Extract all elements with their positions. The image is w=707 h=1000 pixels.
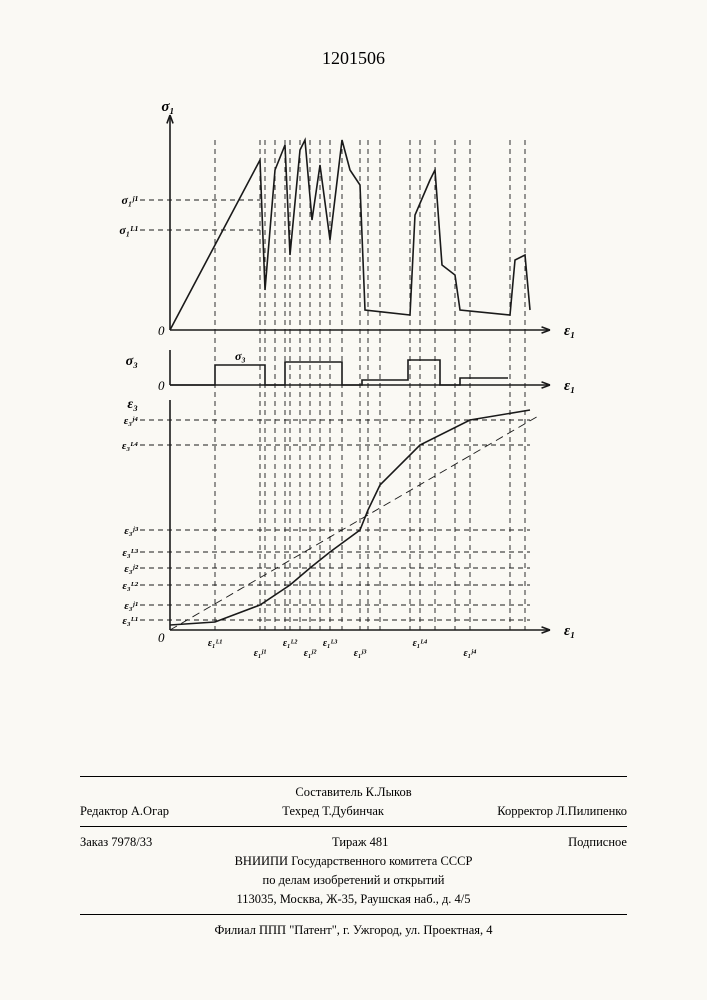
org-line-1: ВНИИПИ Государственного комитета СССР bbox=[0, 852, 707, 871]
divider bbox=[80, 776, 627, 777]
page: 1201506 σ₁ ε₁ 0 σ₁ʲ¹ σ₁ᴸ¹ σ₃ ε₁ 0 σ₃ ε₃ ε₁ 0 ε₃ʲ⁴ ε₃ᴸ… bbox=[0, 0, 707, 1000]
svg-text:σ₁ʲ¹: σ₁ʲ¹ bbox=[122, 193, 139, 207]
svg-text:ε₃ʲ²: ε₃ʲ² bbox=[124, 563, 138, 575]
technical-figure: σ₁ε₁0σ₁ʲ¹σ₁ᴸ¹σ₃ε₁0σ₃ε₃ε₁0ε₃ʲ⁴ε₃ᴸ⁴ε₃ʲ³ε₃ᴸ… bbox=[110, 110, 590, 650]
compiler-line: Составитель К.Лыков bbox=[0, 783, 707, 802]
svg-text:ε₁ʲ³: ε₁ʲ³ bbox=[354, 648, 367, 659]
svg-text:ε₃ᴸ²: ε₃ᴸ² bbox=[122, 580, 138, 592]
order-row: Заказ 7978/33 Тираж 481 Подписное bbox=[0, 833, 707, 852]
address-line: 113035, Москва, Ж-35, Раушская наб., д. … bbox=[0, 890, 707, 909]
footer-block: Составитель К.Лыков Редактор А.Огар Техр… bbox=[0, 770, 707, 940]
document-number: 1201506 bbox=[322, 48, 385, 69]
svg-text:ε₃ᴸ⁴: ε₃ᴸ⁴ bbox=[122, 440, 138, 452]
svg-text:ε₃ʲ⁴: ε₃ʲ⁴ bbox=[124, 415, 138, 427]
svg-text:ε₁ᴸ³: ε₁ᴸ³ bbox=[323, 638, 338, 649]
svg-text:ε₃ʲ³: ε₃ʲ³ bbox=[124, 525, 138, 537]
org-line-2: по делам изобретений и открытий bbox=[0, 871, 707, 890]
corrector: Корректор Л.Пилипенко bbox=[497, 802, 627, 821]
svg-text:ε₃ᴸ¹: ε₃ᴸ¹ bbox=[122, 615, 138, 627]
podpisnoe: Подписное bbox=[568, 833, 627, 852]
svg-text:ε₁: ε₁ bbox=[564, 378, 575, 394]
svg-text:ε₁ᴸ¹: ε₁ᴸ¹ bbox=[208, 638, 222, 649]
svg-text:ε₁ᴸ²: ε₁ᴸ² bbox=[283, 638, 298, 649]
svg-text:σ₁ᴸ¹: σ₁ᴸ¹ bbox=[119, 223, 138, 237]
svg-text:ε₁ʲ¹: ε₁ʲ¹ bbox=[254, 648, 266, 659]
divider bbox=[80, 826, 627, 827]
filial-line: Филиал ППП "Патент", г. Ужгород, ул. Про… bbox=[0, 921, 707, 940]
tirazh: Тираж 481 bbox=[332, 833, 388, 852]
svg-text:ε₁: ε₁ bbox=[564, 323, 575, 339]
svg-text:σ₃: σ₃ bbox=[126, 354, 139, 369]
svg-text:ε₃ʲ¹: ε₃ʲ¹ bbox=[124, 600, 138, 612]
divider bbox=[80, 914, 627, 915]
figure-svg: σ₁ε₁0σ₁ʲ¹σ₁ᴸ¹σ₃ε₁0σ₃ε₃ε₁0ε₃ʲ⁴ε₃ᴸ⁴ε₃ʲ³ε₃ᴸ… bbox=[110, 110, 590, 650]
svg-text:ε₁ʲ⁴: ε₁ʲ⁴ bbox=[464, 648, 477, 659]
svg-text:ε₁ʲ²: ε₁ʲ² bbox=[304, 648, 317, 659]
svg-text:σ₁: σ₁ bbox=[161, 99, 174, 115]
svg-text:0: 0 bbox=[158, 323, 165, 338]
svg-text:ε₃: ε₃ bbox=[127, 397, 138, 412]
editor: Редактор А.Огар bbox=[80, 802, 169, 821]
svg-text:σ₃: σ₃ bbox=[235, 349, 246, 363]
svg-text:0: 0 bbox=[158, 630, 165, 645]
svg-text:ε₁ᴸ⁴: ε₁ᴸ⁴ bbox=[413, 638, 428, 649]
svg-text:ε₃ᴸ³: ε₃ᴸ³ bbox=[122, 547, 138, 559]
techred: Техред Т.Дубинчак bbox=[282, 802, 384, 821]
order-number: Заказ 7978/33 bbox=[80, 833, 152, 852]
svg-text:ε₁: ε₁ bbox=[564, 623, 575, 639]
svg-text:0: 0 bbox=[158, 378, 165, 393]
credits-row: Редактор А.Огар Техред Т.Дубинчак Коррек… bbox=[0, 802, 707, 821]
